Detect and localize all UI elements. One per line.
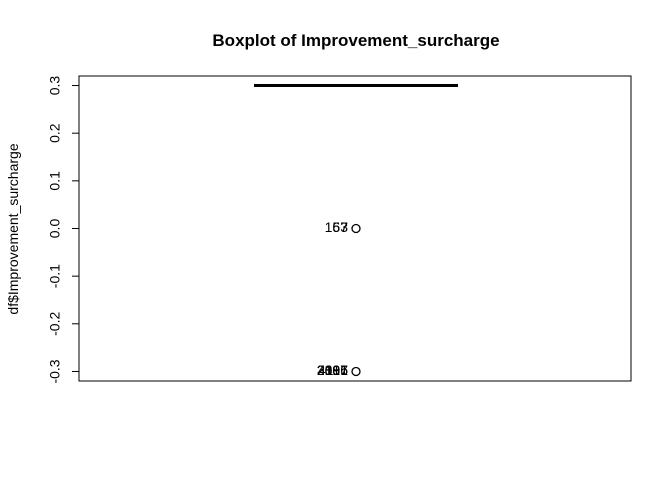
outlier-point [351,366,361,377]
y-tick-label: 0.2 [47,123,63,143]
y-axis-label: df$Improvement_surcharge [5,143,21,314]
y-axis: -0.3 -0.2 -0.1 0.0 0.1 0.2 0.3 [47,76,80,384]
outlier-label: 3091 [317,362,348,378]
y-tick-label: 0.0 [47,219,63,239]
outlier-label: 4117 [318,362,348,378]
chart-title: Boxplot of Improvement_surcharge [212,31,499,50]
y-tick-label: -0.3 [47,359,63,383]
y-tick-label: 0.1 [47,171,63,191]
y-tick-label: 0.3 [47,76,63,96]
outlier-label: 2805 [317,362,348,378]
y-tick-label: -0.2 [47,312,63,336]
y-tick-label: -0.1 [47,264,63,288]
outlier-label: 157 [325,219,349,235]
plot-frame [78,75,632,382]
outlier-label: 2186 [317,362,348,378]
outlier-point [351,223,361,234]
outlier-label: 63 [332,219,348,235]
